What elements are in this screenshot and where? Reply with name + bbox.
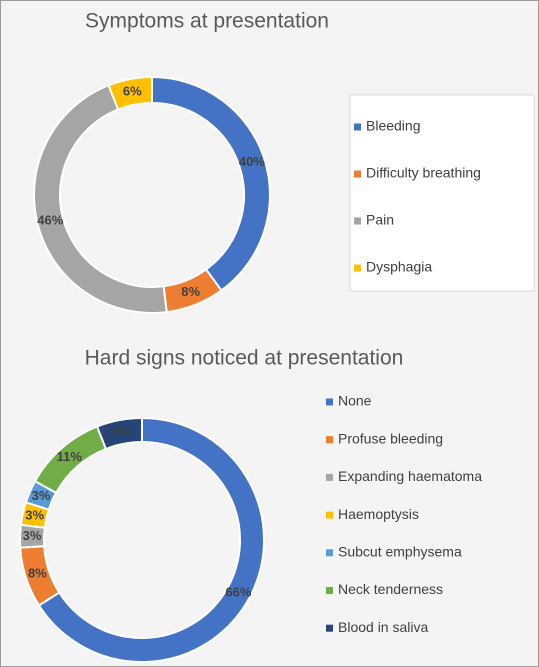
legend-label: None: [338, 393, 372, 409]
data-label: 40%: [239, 154, 265, 169]
data-label: 3%: [25, 507, 44, 522]
legend-marker: [326, 549, 333, 557]
legend-label: Expanding haematoma: [338, 468, 482, 484]
legend-label: Pain: [366, 212, 394, 228]
legend-label: Subcut emphysema: [338, 544, 462, 560]
donut-slice: [107, 75, 153, 111]
legend-marker: [354, 123, 361, 131]
legend-marker: [354, 217, 361, 225]
legend-label: Profuse bleeding: [338, 430, 443, 446]
data-label: 3%: [32, 488, 51, 503]
legend-label: Difficulty breathing: [366, 165, 481, 181]
legend-label: Neck tenderness: [338, 581, 443, 597]
donut-slice: [95, 416, 143, 451]
data-label: 66%: [225, 584, 251, 599]
data-label: 3%: [23, 528, 42, 543]
data-label: 11%: [57, 449, 83, 464]
data-label: 6%: [123, 83, 142, 98]
legend-label: Dysphagia: [366, 259, 432, 275]
legend-marker: [326, 398, 333, 406]
data-label: 8%: [181, 284, 200, 299]
legend-label: Bleeding: [366, 118, 421, 134]
legend-box: [349, 94, 535, 292]
legend-label: Blood in saliva: [338, 619, 428, 635]
chart-title: Hard signs noticed at presentation: [85, 347, 404, 370]
legend-marker: [326, 473, 333, 481]
legend-marker: [326, 511, 333, 519]
donut-slice: [37, 416, 265, 663]
legend-marker: [354, 264, 361, 272]
legend-label: Haemoptysis: [338, 506, 419, 522]
legend-marker: [326, 436, 333, 444]
legend-marker: [354, 170, 361, 178]
data-label: 6%: [112, 423, 131, 438]
legend-marker: [326, 624, 333, 632]
chart-title: Symptoms at presentation: [85, 10, 329, 33]
data-label: 46%: [37, 213, 63, 228]
data-label: 8%: [28, 565, 47, 580]
legend-marker: [326, 587, 333, 594]
